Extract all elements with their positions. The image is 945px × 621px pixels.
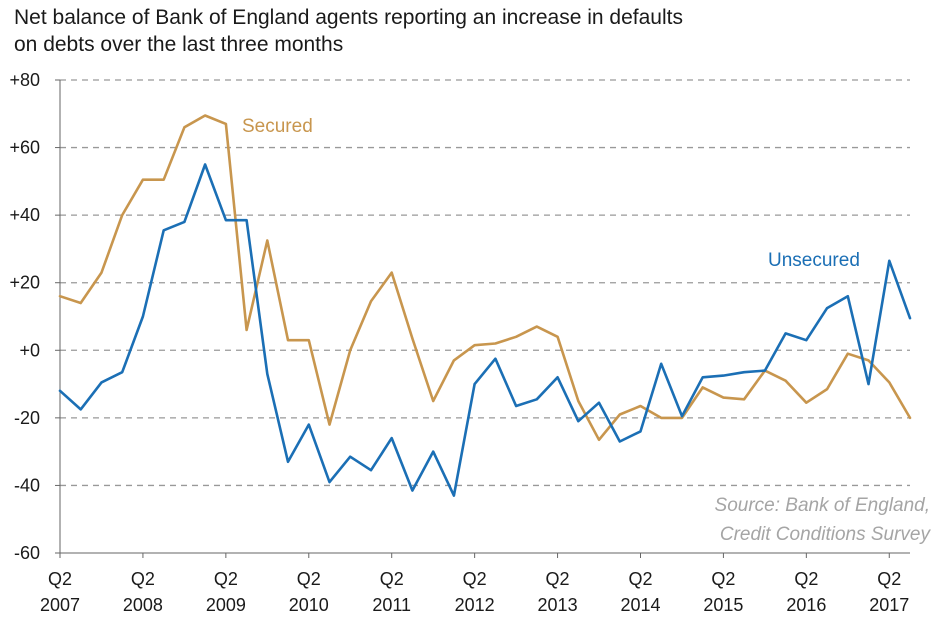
x-tick-label-quarter: Q2 <box>131 569 155 589</box>
x-tick-label-year: 2015 <box>703 595 743 615</box>
y-tick-labels: +80 +60 +40 +20 +0 -20 -40 -60 <box>9 70 60 563</box>
x-tick-label-year: 2013 <box>538 595 578 615</box>
x-tick-label-quarter: Q2 <box>628 569 652 589</box>
series-line-secured <box>58 114 912 442</box>
x-tick-label-year: 2010 <box>289 595 329 615</box>
series-label-unsecured: Unsecured <box>768 250 860 271</box>
x-tick-label-quarter: Q2 <box>546 569 570 589</box>
x-tick-label-year: 2014 <box>620 595 660 615</box>
x-tick-label-quarter: Q2 <box>297 569 321 589</box>
y-tick-label: -20 <box>14 408 40 428</box>
x-tick-label-quarter: Q2 <box>794 569 818 589</box>
series-labels: Secured Unsecured <box>242 116 860 271</box>
series-line-unsecured <box>58 163 912 497</box>
x-tick-label-quarter: Q2 <box>877 569 901 589</box>
x-tick-label-year: 2016 <box>786 595 826 615</box>
x-tick-label-quarter: Q2 <box>463 569 487 589</box>
y-tick-label: +80 <box>9 70 40 90</box>
chart-title-line-1: Net balance of Bank of England agents re… <box>14 6 683 29</box>
x-tick-label-quarter: Q2 <box>48 569 72 589</box>
x-tick-label-year: 2017 <box>869 595 909 615</box>
series-label-secured: Secured <box>242 116 313 137</box>
gridlines <box>60 79 910 487</box>
x-tick-label-quarter: Q2 <box>214 569 238 589</box>
series-lines <box>58 114 912 497</box>
x-tick-labels: Q2 2007 Q2 2008 Q2 2009 Q2 2010 Q2 2011 Q2 2012 Q2 20… <box>40 553 909 615</box>
x-tick-label-year: 2009 <box>206 595 246 615</box>
x-tick-label-quarter: Q2 <box>380 569 404 589</box>
chart-title-line-2: on debts over the last three months <box>14 33 344 56</box>
y-tick-label: -60 <box>14 543 40 563</box>
x-tick-label-year: 2008 <box>123 595 163 615</box>
y-tick-label: +20 <box>9 273 40 293</box>
x-tick-label-year: 2011 <box>372 595 411 615</box>
y-tick-label: +60 <box>9 138 40 158</box>
source-note: Source: Bank of England, Credit Conditio… <box>715 495 932 545</box>
x-tick-label-quarter: Q2 <box>711 569 735 589</box>
source-line-1: Source: Bank of England, <box>715 495 930 516</box>
y-tick-label: +40 <box>9 205 40 225</box>
source-line-2: Credit Conditions Survey <box>720 524 932 545</box>
x-tick-label-year: 2012 <box>455 595 495 615</box>
y-tick-label: +0 <box>19 340 40 360</box>
y-tick-label: -40 <box>14 475 40 495</box>
axes <box>59 80 910 554</box>
x-tick-label-year: 2007 <box>40 595 80 615</box>
